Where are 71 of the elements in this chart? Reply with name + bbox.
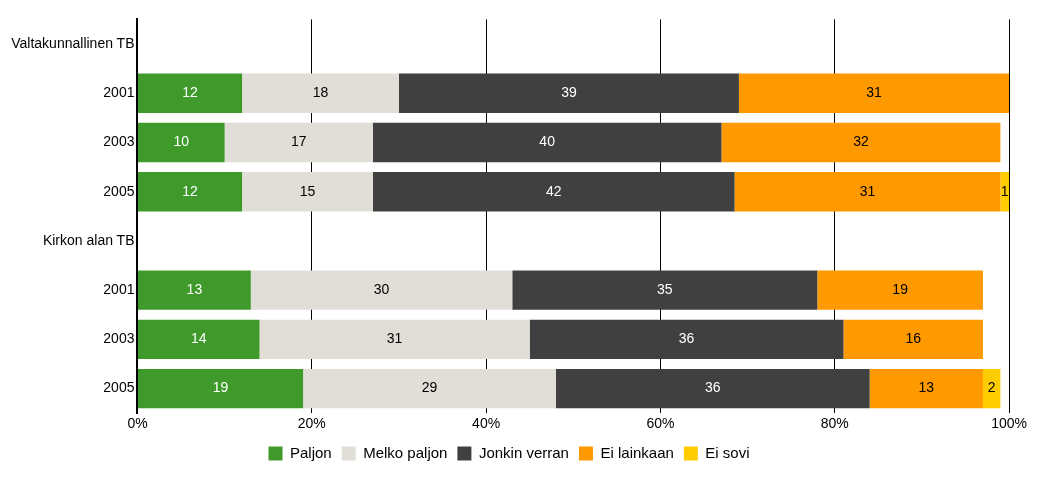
bar: [137, 73, 243, 113]
bar: [398, 73, 739, 113]
data-label: 14: [190, 330, 207, 347]
x-tick-label: 80%: [820, 415, 849, 432]
data-label: 13: [186, 281, 203, 297]
bar: [512, 270, 818, 310]
data-label: 36: [678, 330, 695, 347]
bar: [242, 172, 373, 212]
y-tick-label: 2003: [103, 133, 135, 150]
bar: [843, 319, 983, 360]
data-label: 31: [386, 330, 403, 347]
data-label: 32: [853, 133, 869, 150]
data-label: 29: [421, 379, 438, 396]
bar: [869, 368, 983, 409]
bar: [242, 73, 399, 113]
bar: [982, 368, 1001, 409]
x-tick-label: 100%: [991, 415, 1027, 432]
data-label: 15: [299, 182, 316, 199]
data-label: 18: [312, 84, 329, 101]
x-tick-label: 0%: [127, 415, 148, 432]
data-label: 16: [905, 330, 922, 347]
x-tick-label: 20%: [297, 415, 326, 432]
data-label: 13: [918, 379, 935, 396]
data-label: 31: [866, 84, 882, 101]
data-label: 40: [539, 133, 556, 150]
legend-label: Melko paljon: [363, 443, 448, 461]
legend-label: Jonkin verran: [478, 443, 569, 461]
y-tick-label: 2005: [103, 379, 135, 396]
bar: [1000, 172, 1010, 212]
y-tick-label: Kirkon alan TB: [42, 231, 135, 248]
data-label: 1: [1000, 182, 1009, 199]
y-tick-label: Valtakunnallinen TB: [11, 34, 135, 51]
data-label: 12: [182, 84, 199, 101]
y-tick-label: 2001: [103, 84, 135, 101]
x-tick-label: 40%: [472, 415, 501, 432]
y-tick-label: 2003: [103, 330, 135, 347]
bar: [721, 122, 1001, 163]
bar: [555, 368, 870, 409]
y-tick-label: 2005: [103, 182, 135, 199]
bar: [250, 270, 513, 310]
data-label: 19: [892, 281, 909, 297]
data-label: 42: [545, 182, 562, 199]
bar: [372, 172, 735, 212]
data-label: 39: [561, 84, 577, 101]
data-label: 17: [290, 133, 307, 150]
bar: [137, 270, 251, 310]
data-label: 30: [373, 281, 390, 297]
data-label: 12: [182, 182, 199, 199]
bar: [817, 270, 983, 310]
data-label: 36: [704, 379, 721, 396]
data-label: 2: [987, 379, 996, 396]
bar: [529, 319, 844, 360]
bar: [137, 368, 304, 409]
y-tick-label: 2001: [103, 281, 135, 297]
bar: [137, 122, 225, 163]
bar: [738, 73, 1010, 113]
bar: [137, 172, 243, 212]
bar: [259, 319, 530, 360]
data-label: 19: [212, 379, 229, 396]
legend-label: Paljon: [289, 443, 332, 461]
bar: [372, 122, 722, 163]
legend-label: Ei sovi: [705, 443, 750, 461]
legend-label: Ei lainkaan: [600, 443, 674, 461]
bar: [303, 368, 556, 409]
bar: [137, 319, 260, 360]
data-label: 10: [173, 133, 190, 150]
x-tick-label: 60%: [646, 415, 675, 432]
data-label: 35: [657, 281, 673, 297]
data-label: 31: [859, 182, 876, 199]
bar: [224, 122, 373, 163]
bar: [734, 172, 1001, 212]
